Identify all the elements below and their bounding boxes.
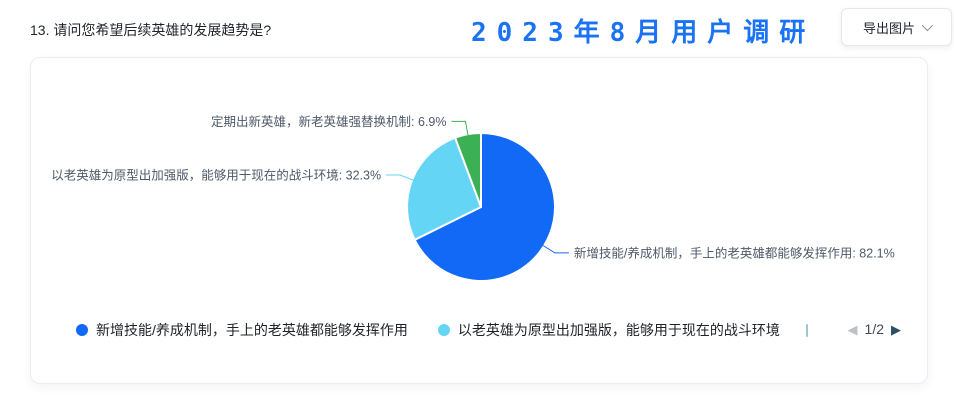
pie-chart: 新增技能/养成机制，手上的老英雄都能够发挥作用: 82.1% 以老英雄为原型出加强… [51, 114, 895, 282]
question-title: 13. 请问您希望后续英雄的发展趋势是? [30, 22, 272, 38]
legend-label: 新增技能/养成机制，手上的老英雄都能够发挥作用 [96, 322, 408, 338]
banner-title: 2023年8月用户调研 [471, 18, 816, 48]
pie-slice-label: 定期出新英雄，新老英雄强替换机制: 6.9% [211, 114, 446, 129]
legend-pagination: ◀ 1/2 ▶ [848, 319, 901, 339]
pie-slice-label: 新增技能/养成机制，手上的老英雄都能够发挥作用: 82.1% [574, 245, 895, 260]
legend-dot-icon [76, 324, 88, 336]
legend-page-indicator: 1/2 [864, 321, 884, 337]
pie-label-line [386, 174, 414, 181]
pie-label-line [451, 120, 469, 136]
chart-legend: 新增技能/养成机制，手上的老英雄都能够发挥作用 以老英雄为原型出加强版，能够用于现… [76, 320, 780, 340]
legend-item[interactable]: 以老英雄为原型出加强版，能够用于现在的战斗环境 [437, 320, 780, 340]
legend-scrollbar[interactable] [806, 324, 808, 337]
legend-prev-page-icon[interactable]: ◀ [847, 321, 858, 337]
legend-label: 以老英雄为原型出加强版，能够用于现在的战斗环境 [457, 322, 780, 338]
chevron-down-icon [921, 19, 934, 32]
pie-label-line [542, 245, 569, 254]
legend-item[interactable]: 新增技能/养成机制，手上的老英雄都能够发挥作用 [76, 320, 408, 340]
chart-card: 新增技能/养成机制，手上的老英雄都能够发挥作用: 82.1% 以老英雄为原型出加强… [30, 57, 928, 384]
export-image-button[interactable]: 导出图片 [841, 8, 952, 46]
legend-next-page-icon[interactable]: ▶ [891, 321, 901, 337]
legend-dot-icon [437, 324, 450, 336]
pie-slice-label: 以老英雄为原型出加强版，能够用于现在的战斗环境: 32.3% [51, 168, 381, 183]
export-image-label: 导出图片 [862, 20, 915, 36]
